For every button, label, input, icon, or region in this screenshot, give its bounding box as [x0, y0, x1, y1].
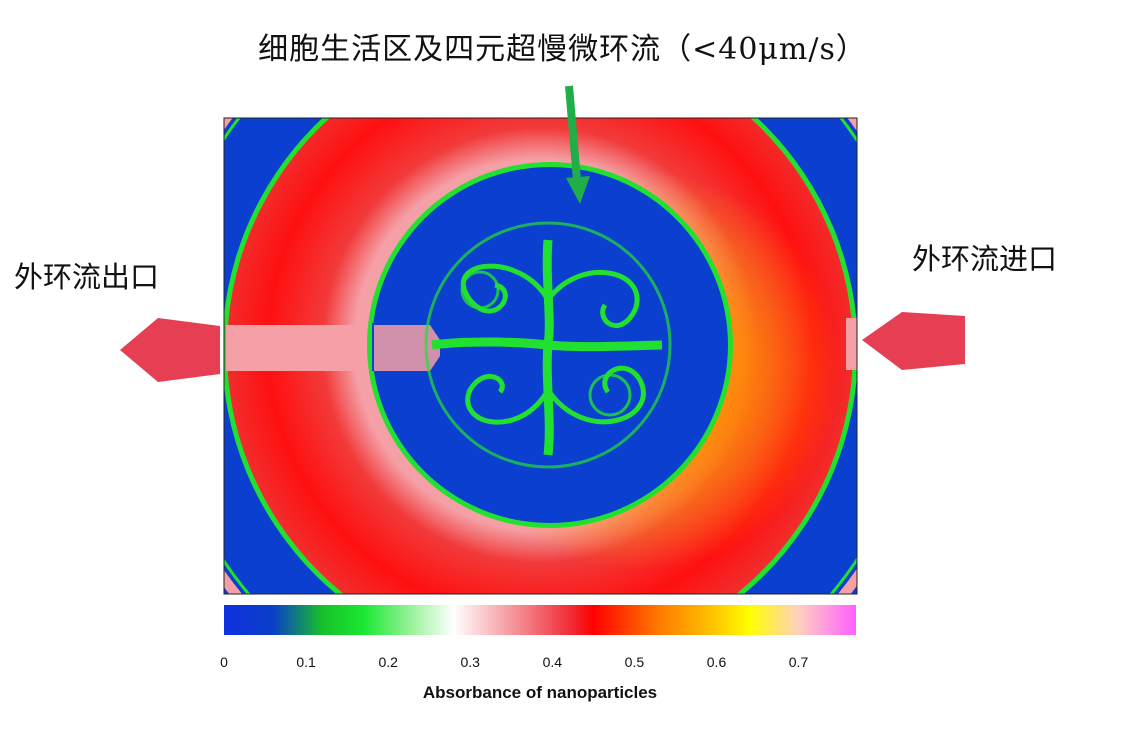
- inlet-neck: [374, 325, 440, 371]
- flow-ring: [424, 221, 672, 469]
- outlet-label: 外环流出口: [14, 260, 160, 294]
- inlet-label: 外环流进口: [912, 242, 1058, 276]
- colorbar-title: Absorbance of nanoparticles: [423, 683, 657, 702]
- colorbar-tick-label: 0: [220, 654, 228, 670]
- chamber-arrow: [565, 85, 590, 204]
- vortex-lower-left: [465, 374, 551, 425]
- colorbar-tick-label: 0.1: [296, 654, 316, 670]
- vortex-upper-right: [545, 269, 640, 329]
- outlet-channel: [224, 325, 384, 371]
- vortex-upper-left: [460, 263, 551, 314]
- figure-title: 细胞生活区及四元超慢微环流（<40μm/s）: [258, 32, 867, 67]
- colorbar-ticks: 0 0.1 0.2 0.3 0.4 0.5 0.6 0.7: [220, 654, 808, 670]
- colorbar-tick-label: 0.5: [625, 654, 645, 670]
- outlet-arrow: [120, 318, 220, 382]
- inlet-channel: [846, 318, 857, 370]
- colorbar-tick-label: 0.6: [707, 654, 727, 670]
- colorbar-tick-label: 0.4: [543, 654, 563, 670]
- colorbar-tick-label: 0.7: [789, 654, 809, 670]
- colorbar-tick-label: 0.2: [378, 654, 398, 670]
- microscopy-image: [224, 118, 857, 594]
- colorbar: [224, 605, 856, 635]
- colorbar-tick-label: 0.3: [460, 654, 480, 670]
- inlet-arrow: [862, 312, 965, 370]
- image-border: [223, 117, 858, 595]
- flow-vertical: [542, 239, 554, 456]
